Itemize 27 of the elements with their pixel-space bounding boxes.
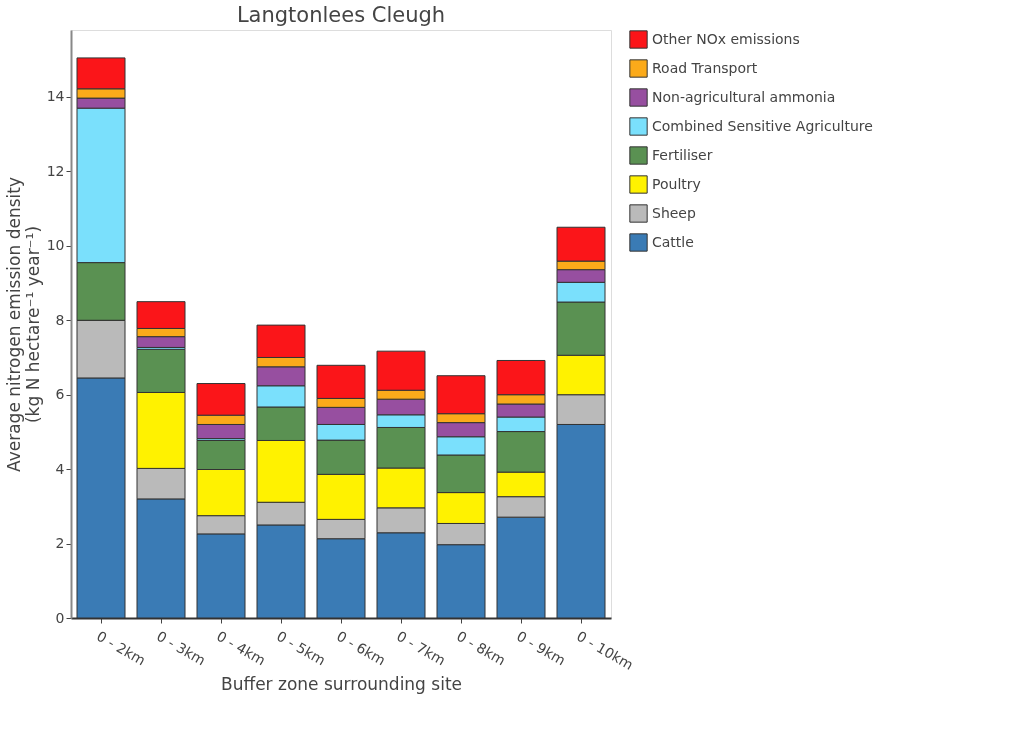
x-tick-label: 0 - 3km (154, 627, 209, 669)
y-axis-title: Average nitrogen emission density (kg N hectare⁻¹ year⁻¹) (3, 177, 43, 472)
y-tick-label: 4 (55, 460, 65, 477)
legend-label: Sheep (652, 204, 696, 221)
y-tick-label: 10 (46, 237, 65, 254)
x-axis-title: Buffer zone surrounding site (220, 673, 463, 694)
legend-label: Non-agricultural ammonia (652, 88, 836, 105)
x-tick-label: 0 - 9km (514, 627, 569, 669)
y-tick-label: 2 (55, 535, 65, 552)
legend-label: Fertiliser (652, 146, 713, 163)
y-tick-label: 12 (46, 162, 65, 179)
legend-label: Combined Sensitive Agriculture (652, 117, 873, 134)
chart-title: Langtonlees Cleugh (236, 3, 446, 27)
x-tick-label: 0 - 8km (454, 627, 509, 669)
y-tick-label: 14 (46, 88, 65, 105)
y-tick-label: 8 (55, 311, 65, 328)
x-tick-label: 0 - 2km (94, 627, 149, 669)
legend-label: Other NOx emissions (652, 30, 800, 47)
legend-label: Cattle (652, 233, 694, 250)
x-tick-label: 0 - 5km (274, 627, 329, 669)
x-tick-label: 0 - 6km (334, 627, 389, 669)
x-tick-label: 0 - 7km (394, 627, 449, 669)
y-tick-label: 0 (55, 609, 65, 626)
y-tick-label: 6 (55, 386, 65, 403)
x-tick-label: 0 - 4km (214, 627, 269, 669)
legend-label: Poultry (652, 175, 701, 192)
legend-label: Road Transport (652, 59, 758, 76)
